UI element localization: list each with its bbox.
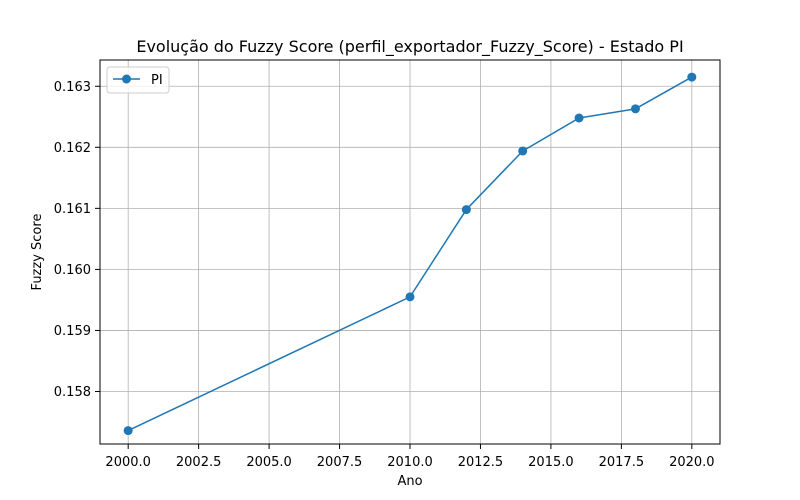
legend-marker-pi (122, 74, 131, 84)
data-point (574, 113, 584, 123)
y-tick-label: 0.161 (54, 202, 91, 217)
data-point (461, 205, 471, 215)
data-point (630, 104, 640, 114)
x-tick-label: 2015.0 (528, 455, 574, 470)
x-tick-label: 2002.5 (176, 455, 222, 470)
legend-label-pi: PI (151, 73, 163, 88)
y-tick-label: 0.163 (54, 80, 91, 95)
data-point (123, 426, 133, 436)
x-tick-label: 2007.5 (317, 455, 363, 470)
grid-lines (100, 60, 720, 444)
y-axis-label: Fuzzy Score (30, 214, 45, 291)
data-point (518, 146, 528, 156)
legend-box (106, 66, 170, 94)
series-layer (123, 72, 697, 436)
x-axis-ticks: 2000.0 2002.5 2005.0 2007.5 2010.0 2012.5 2015… (105, 444, 715, 470)
y-tick-label: 0.162 (54, 141, 91, 156)
x-tick-label: 2005.0 (246, 455, 292, 470)
y-tick-label: 0.158 (54, 385, 91, 400)
x-tick-label: 2017.5 (599, 455, 645, 470)
y-tick-label: 0.160 (54, 263, 91, 278)
y-axis-ticks: 0.158 0.159 0.160 0.161 0.162 0.163 (54, 80, 100, 400)
x-tick-label: 2010.0 (387, 455, 433, 470)
x-tick-label: 2020.0 (669, 455, 715, 470)
data-point (687, 72, 697, 82)
legend: PI (106, 66, 170, 94)
data-point (405, 292, 415, 302)
y-tick-label: 0.159 (54, 324, 91, 339)
plot-frame (99, 59, 721, 445)
chart-title: Evolução do Fuzzy Score (perfil_exportad… (136, 37, 683, 57)
x-axis-label: Ano (397, 474, 422, 489)
x-tick-label: 2012.5 (458, 455, 504, 470)
x-tick-label: 2000.0 (105, 455, 151, 470)
